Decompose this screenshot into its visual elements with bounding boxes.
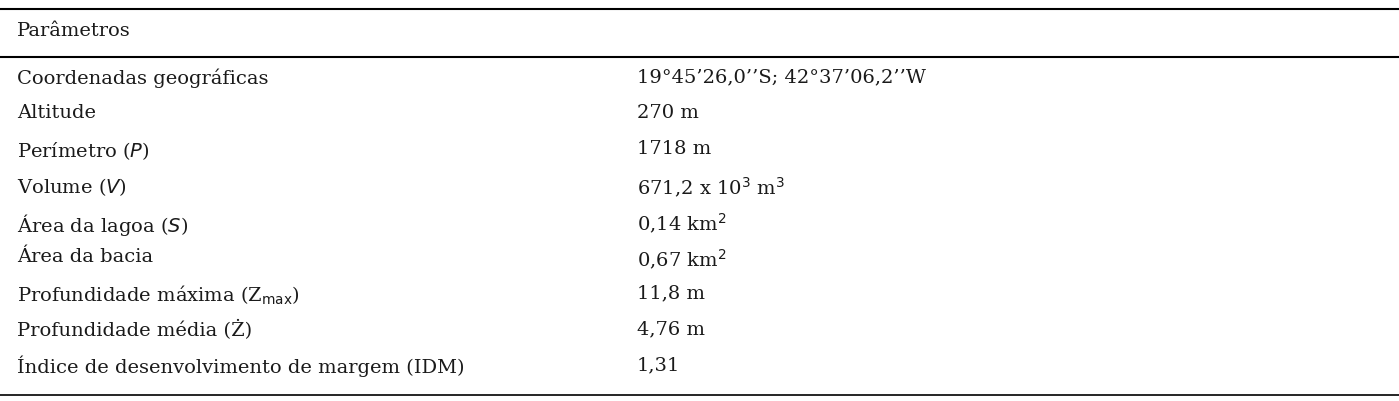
Text: 671,2 x 10$^3$ m$^3$: 671,2 x 10$^3$ m$^3$ — [637, 176, 785, 200]
Text: Profundidade média (Ż): Profundidade média (Ż) — [17, 319, 252, 339]
Text: Volume ($V$): Volume ($V$) — [17, 176, 127, 198]
Text: Área da bacia: Área da bacia — [17, 247, 152, 265]
Text: 0,14 km$^2$: 0,14 km$^2$ — [637, 212, 726, 236]
Text: Parâmetros: Parâmetros — [17, 22, 130, 40]
Text: Coordenadas geográficas: Coordenadas geográficas — [17, 68, 269, 88]
Text: 1,31: 1,31 — [637, 355, 680, 373]
Text: Profundidade máxima (Z$_{\mathrm{max}}$): Profundidade máxima (Z$_{\mathrm{max}}$) — [17, 284, 299, 307]
Text: 0,67 km$^2$: 0,67 km$^2$ — [637, 247, 726, 271]
Text: 270 m: 270 m — [637, 104, 698, 122]
Text: 1718 m: 1718 m — [637, 140, 711, 158]
Text: 19°45’26,0’’S; 42°37’06,2’’W: 19°45’26,0’’S; 42°37’06,2’’W — [637, 68, 925, 86]
Text: 4,76 m: 4,76 m — [637, 319, 705, 337]
Text: Perímetro ($P$): Perímetro ($P$) — [17, 140, 150, 162]
Text: Altitude: Altitude — [17, 104, 95, 122]
Text: Área da lagoa ($S$): Área da lagoa ($S$) — [17, 212, 187, 237]
Text: 11,8 m: 11,8 m — [637, 284, 705, 301]
Text: Índice de desenvolvimento de margem (IDM): Índice de desenvolvimento de margem (IDM… — [17, 355, 464, 377]
